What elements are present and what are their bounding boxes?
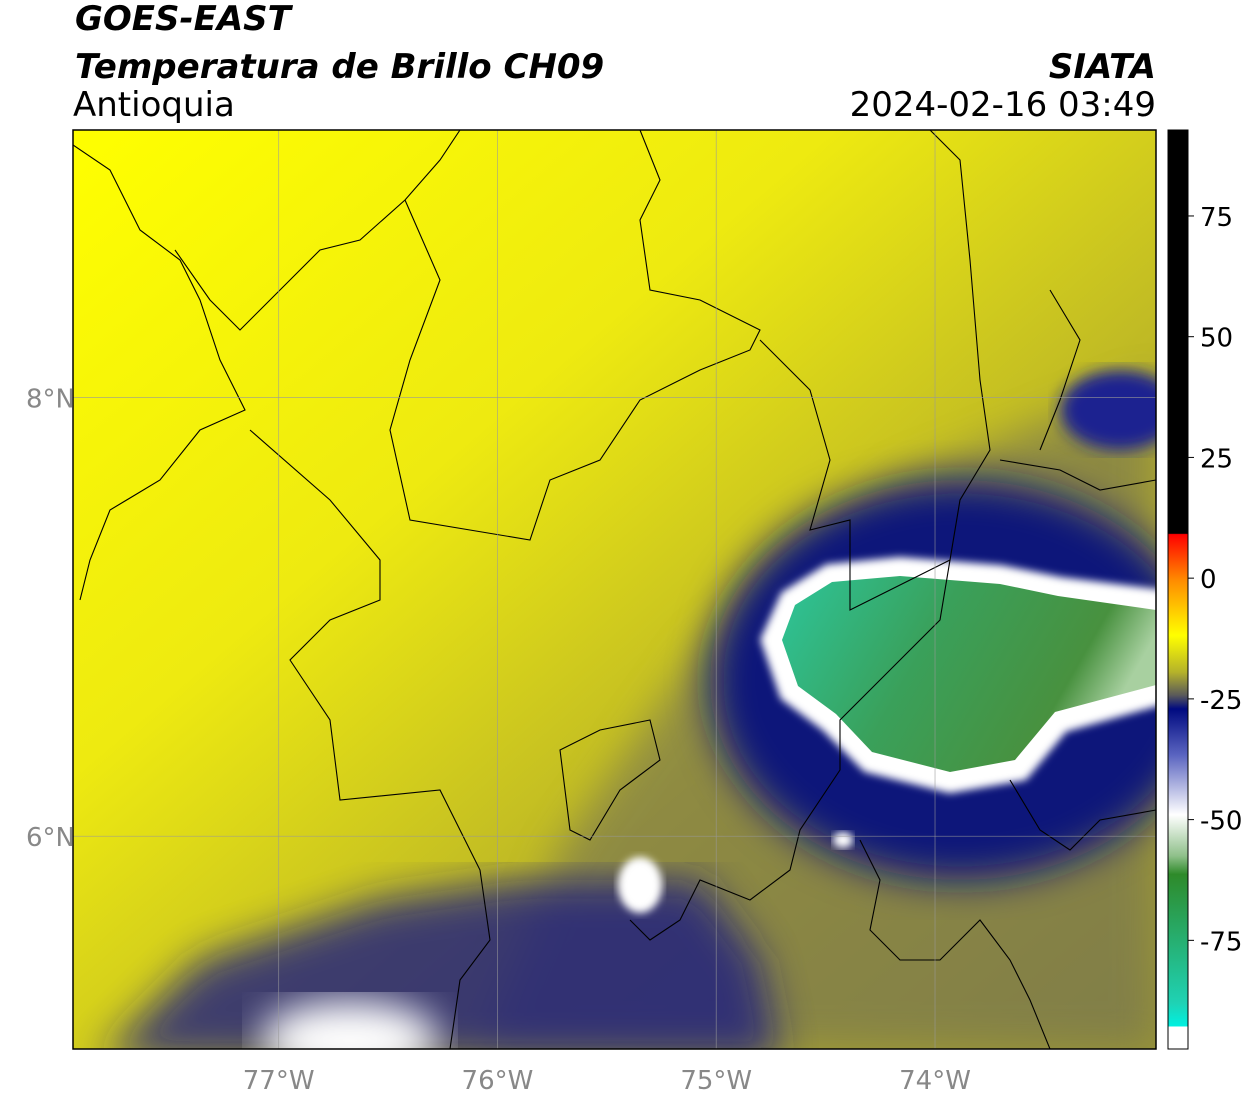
subtitle: Temperatura de Brillo CH09 <box>75 47 604 87</box>
border <box>629 559 951 941</box>
cloud-band <box>111 880 778 1049</box>
border <box>999 289 1156 851</box>
lon-tick-label: 74°W <box>899 1066 971 1096</box>
graticule <box>73 130 1156 1049</box>
map <box>73 130 1156 1049</box>
cold-top <box>260 1000 440 1049</box>
colorbar <box>1167 129 1189 1050</box>
lon-tick-label: 75°W <box>680 1066 752 1096</box>
colorbar-tick-label: 50 <box>1200 324 1233 354</box>
border <box>389 130 761 541</box>
border <box>249 429 491 1049</box>
lon-tick-label: 77°W <box>243 1066 315 1096</box>
colorbar-tick-label: 25 <box>1200 444 1233 474</box>
map-frame <box>72 129 1157 1050</box>
colorbar-tick-label: 75 <box>1200 203 1233 233</box>
cold-top <box>618 857 662 913</box>
lat-tick-label: 6°N <box>26 823 75 853</box>
colorbar-tick-label: 0 <box>1200 565 1217 595</box>
colorbar-tick-label: -25 <box>1200 686 1242 716</box>
cold-top <box>833 832 853 848</box>
colorbar-tick-label: -50 <box>1200 807 1242 837</box>
cloud-cell <box>1060 370 1156 450</box>
title: GOES-EAST <box>75 0 294 39</box>
datetime: 2024-02-16 03:49 <box>850 85 1156 125</box>
colorbar-tick-label: -75 <box>1200 927 1242 957</box>
border <box>559 719 661 841</box>
source: SIATA <box>1049 47 1156 87</box>
lat-tick-label: 8°N <box>26 385 75 415</box>
region: Antioquia <box>73 85 235 125</box>
border <box>859 839 1051 1049</box>
lon-tick-label: 76°W <box>462 1066 534 1096</box>
coastline <box>73 144 246 601</box>
coastline <box>174 130 461 331</box>
cloud-core <box>782 576 1156 772</box>
